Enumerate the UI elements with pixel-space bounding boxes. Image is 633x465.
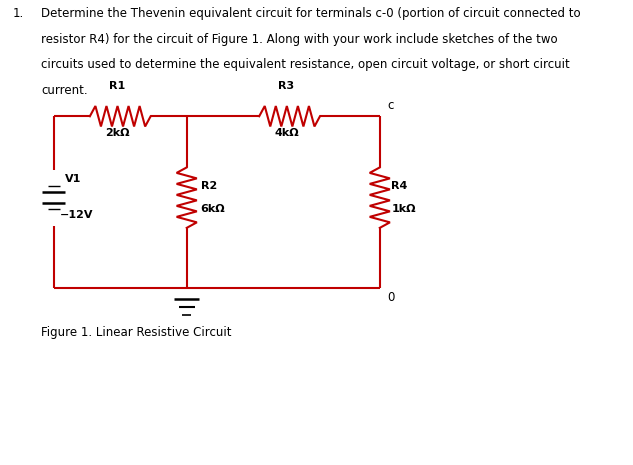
Text: resistor R4) for the circuit of Figure 1. Along with your work include sketches : resistor R4) for the circuit of Figure 1…: [41, 33, 558, 46]
Text: V1: V1: [65, 174, 82, 184]
Text: 6kΩ: 6kΩ: [201, 204, 225, 214]
Text: 2kΩ: 2kΩ: [105, 128, 129, 138]
Text: R1: R1: [109, 80, 125, 91]
Text: 0: 0: [387, 291, 395, 304]
Text: circuits used to determine the equivalent resistance, open circuit voltage, or s: circuits used to determine the equivalen…: [41, 58, 570, 71]
Text: 4kΩ: 4kΩ: [274, 128, 299, 138]
Text: R4: R4: [391, 181, 408, 191]
Text: Figure 1. Linear Resistive Circuit: Figure 1. Linear Resistive Circuit: [41, 326, 232, 339]
Text: 1kΩ: 1kΩ: [391, 204, 416, 214]
Text: current.: current.: [41, 84, 88, 97]
Text: −12V: −12V: [60, 210, 93, 220]
Text: c: c: [387, 99, 394, 112]
Text: R3: R3: [279, 80, 294, 91]
Text: Determine the Thevenin equivalent circuit for terminals c-0 (portion of circuit : Determine the Thevenin equivalent circui…: [41, 7, 580, 20]
Text: R2: R2: [201, 181, 217, 191]
Text: 1.: 1.: [13, 7, 24, 20]
